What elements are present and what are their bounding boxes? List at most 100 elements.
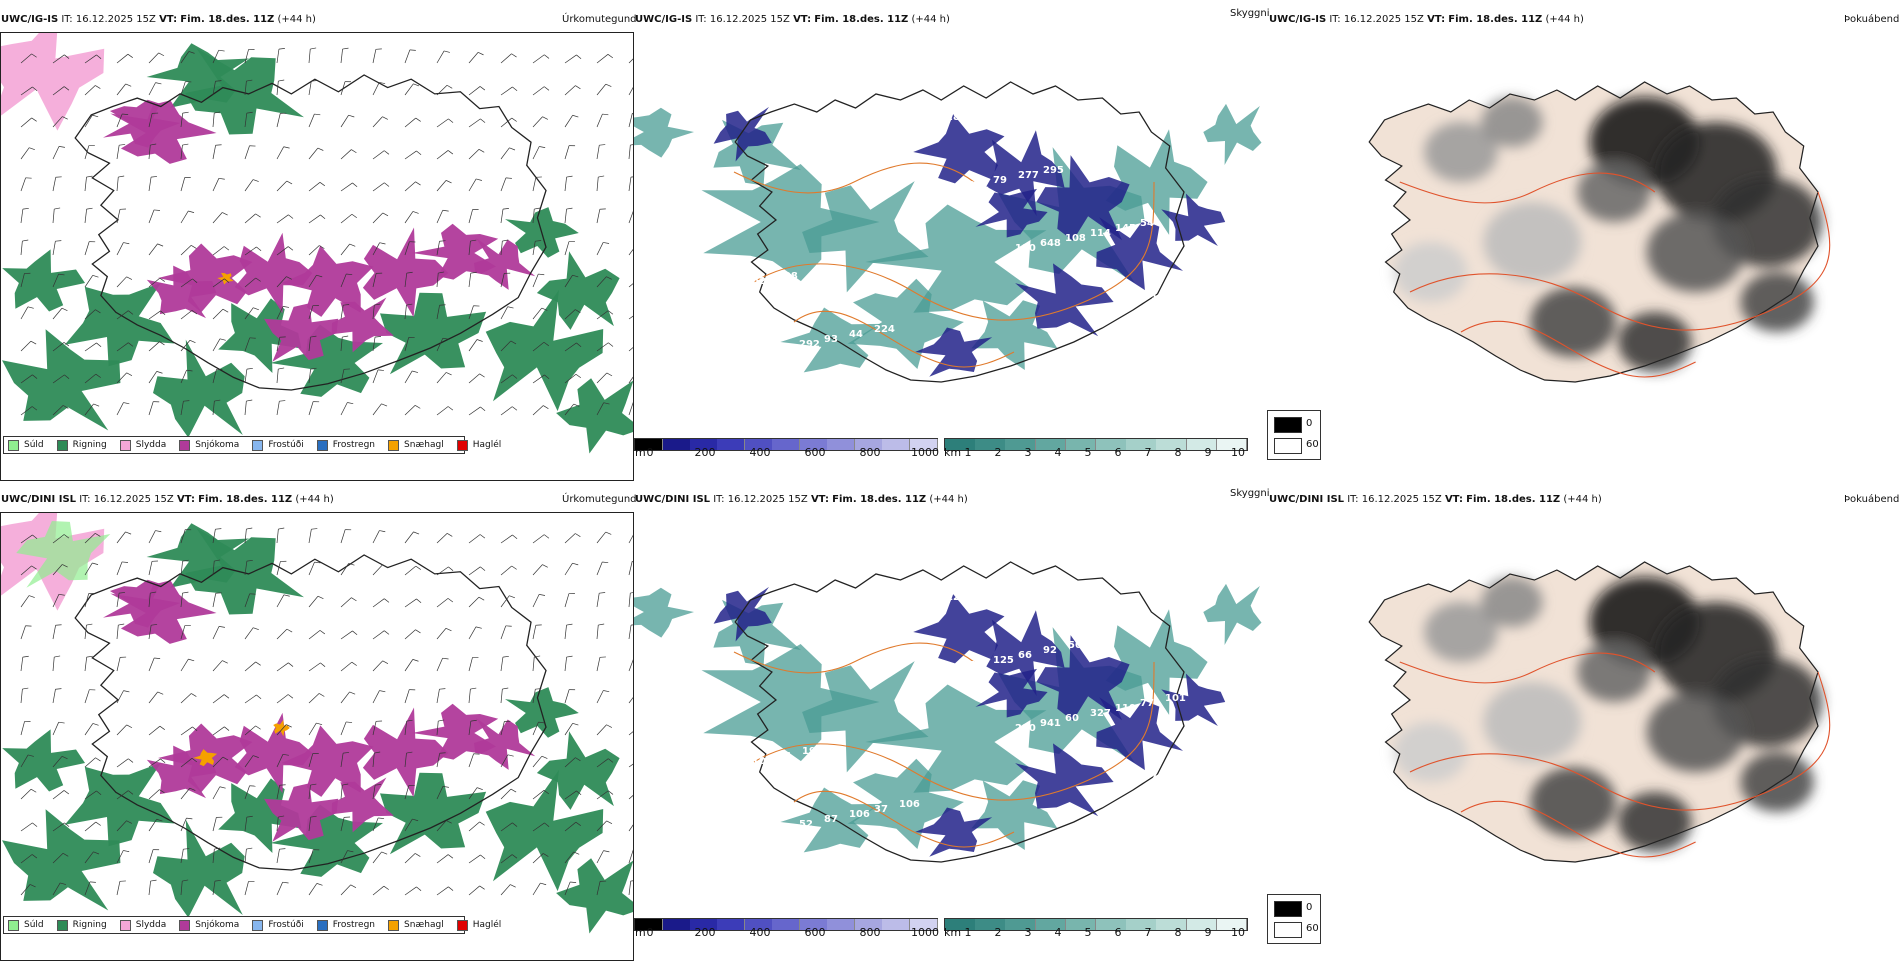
fog-key-label-low: 0: [1306, 418, 1312, 429]
fog-map: [1268, 512, 1900, 922]
run-time: 16.12.2025 15Z: [76, 14, 156, 25]
cloudbase-value: 95: [846, 132, 860, 143]
model-name: UWC/DINI ISL: [1, 494, 76, 505]
cloudbase-map-svg: 1231862681109112695118648461768520341108…: [634, 32, 1268, 442]
precip-legend-swatch: [252, 440, 263, 451]
cloudbase-value: 88: [896, 122, 910, 133]
colorbar-tick-label: 1000: [911, 446, 939, 459]
colorbar-tick-label: 1: [965, 446, 972, 459]
colorbar-tick-label: 600: [805, 446, 826, 459]
precip-legend-label: Frostúði: [268, 440, 303, 450]
run-time: 16.12.2025 15Z: [1344, 14, 1424, 25]
panel-type-label: Skyggni: [1230, 8, 1270, 19]
cloudbase-value: 110: [1115, 703, 1136, 714]
cloudbase-value: 66: [1018, 650, 1032, 661]
colorbar-tick-label: 0: [647, 926, 654, 939]
valid-label: VT:: [177, 494, 195, 505]
model-name: UWC/DINI ISL: [1269, 494, 1344, 505]
valid-label: VT:: [811, 494, 829, 505]
colorbar-tick-label: 9: [1205, 446, 1212, 459]
precip-legend-item: Frostregn: [317, 440, 375, 451]
cloudbase-value: 68: [1093, 635, 1107, 646]
cloudbase-value: 165: [846, 612, 867, 623]
precip-legend-swatch: [57, 920, 68, 931]
precip-legend-item: Rigning: [57, 920, 107, 931]
row-1: UWC/IG-IS IT: 16.12.2025 15Z VT: Fim. 18…: [0, 16, 1900, 456]
fog-key-swatch-high: [1274, 438, 1302, 454]
cloudbase-map-svg: 1751621922101588516545094130747707360635…: [634, 512, 1268, 922]
precip-legend-items: Súld Rigning Slydda Snjókoma Frostúði Frostre…: [8, 440, 514, 451]
colorbar-tick-label: 3: [1025, 926, 1032, 939]
precip-legend-item: Snjókoma: [179, 440, 239, 451]
precip-map-svg: [1, 513, 634, 961]
colorbar-tick-label: 800: [860, 446, 881, 459]
model-name: UWC/DINI ISL: [635, 494, 710, 505]
colorbar-tick-label: 6: [1115, 926, 1122, 939]
precip-legend-swatch: [120, 440, 131, 451]
precip-legend-item: Slydda: [120, 440, 166, 451]
fog-key-swatch-low: [1274, 901, 1302, 917]
precip-legend-item: Frostúði: [252, 440, 303, 451]
colorbar-tick-label: 7: [1145, 926, 1152, 939]
lead-time: (+44 h): [911, 14, 949, 25]
colorbar-tick-label: 2: [995, 926, 1002, 939]
cloudbase-value: 108: [777, 271, 798, 282]
precip-map: [0, 32, 634, 481]
cloudbase-value: 125: [993, 655, 1014, 666]
model-name: UWC/IG-IS: [1269, 14, 1326, 25]
precip-legend-swatch: [179, 920, 190, 931]
precip-map: [0, 512, 634, 961]
colorbar-tick-label: 4: [1055, 926, 1062, 939]
precip-legend-swatch: [388, 920, 399, 931]
valid-time: Fim. 18.des. 11Z: [198, 494, 292, 505]
fog-key-label-high: 60: [1306, 923, 1319, 934]
cloudbase-value: 60: [1065, 713, 1079, 724]
fog-key: 0 60: [1267, 894, 1321, 944]
panel-type-label: Úrkomutegund: [562, 14, 637, 25]
precip-legend-label: Haglél: [473, 920, 502, 930]
cloudbase-value: 158: [1112, 776, 1133, 787]
cloudbase-value: 123: [724, 84, 745, 95]
cloudbase-value: 648: [1040, 238, 1061, 249]
colorbar-tick-label: 4: [1055, 446, 1062, 459]
fog-key: 0 60: [1267, 410, 1321, 460]
precip-legend-item: Frostúði: [252, 920, 303, 931]
fog-key-swatch-low: [1274, 417, 1302, 433]
precip-panel: UWC/IG-IS IT: 16.12.2025 15Z VT: Fim. 18…: [0, 16, 634, 464]
lead-time: (+44 h): [277, 14, 315, 25]
cloudbase-value: 175: [724, 564, 745, 575]
lead-time: (+44 h): [1545, 14, 1583, 25]
run-time: 16.12.2025 15Z: [1362, 494, 1442, 505]
fog-key-label-high: 60: [1306, 439, 1319, 450]
colorbar-tick-label: 0: [647, 446, 654, 459]
precip-legend-item: Slydda: [120, 920, 166, 931]
precip-legend-label: Súld: [24, 440, 44, 450]
cloudbase-value: 77: [1140, 698, 1154, 709]
precip-legend-swatch: [457, 920, 468, 931]
cloudbase-value: 106: [899, 799, 920, 810]
run-label: IT:: [1347, 494, 1358, 505]
colorbar-tick-label: 200: [695, 446, 716, 459]
colorbar-tick-label: 3: [1025, 446, 1032, 459]
lead-time: (+44 h): [1563, 494, 1601, 505]
precip-legend-swatch: [252, 920, 263, 931]
cloudbase-value: 108: [1065, 233, 1086, 244]
panel-title: UWC/DINI ISL IT: 16.12.2025 15Z VT: Fim.…: [1, 494, 334, 505]
valid-label: VT:: [1445, 494, 1463, 505]
colorbar-tick-label: 400: [750, 926, 771, 939]
cloudbase-value: 70: [871, 607, 885, 618]
cloudbase-value: 99: [727, 761, 741, 772]
cloudbase-value: 292: [799, 339, 820, 350]
cloudbase-value: 50: [1068, 640, 1082, 651]
precip-legend-item: Rigning: [57, 440, 107, 451]
cloudbase-value: 110: [1015, 243, 1036, 254]
colorbar-tick-label: 9: [1205, 926, 1212, 939]
precip-legend-item: Snjókoma: [179, 920, 239, 931]
colorbar-tick-label: 10: [1231, 926, 1245, 939]
row-2: UWC/DINI ISL IT: 16.12.2025 15Z VT: Fim.…: [0, 496, 1900, 936]
panel-type-label: Skyggni: [1230, 488, 1270, 499]
